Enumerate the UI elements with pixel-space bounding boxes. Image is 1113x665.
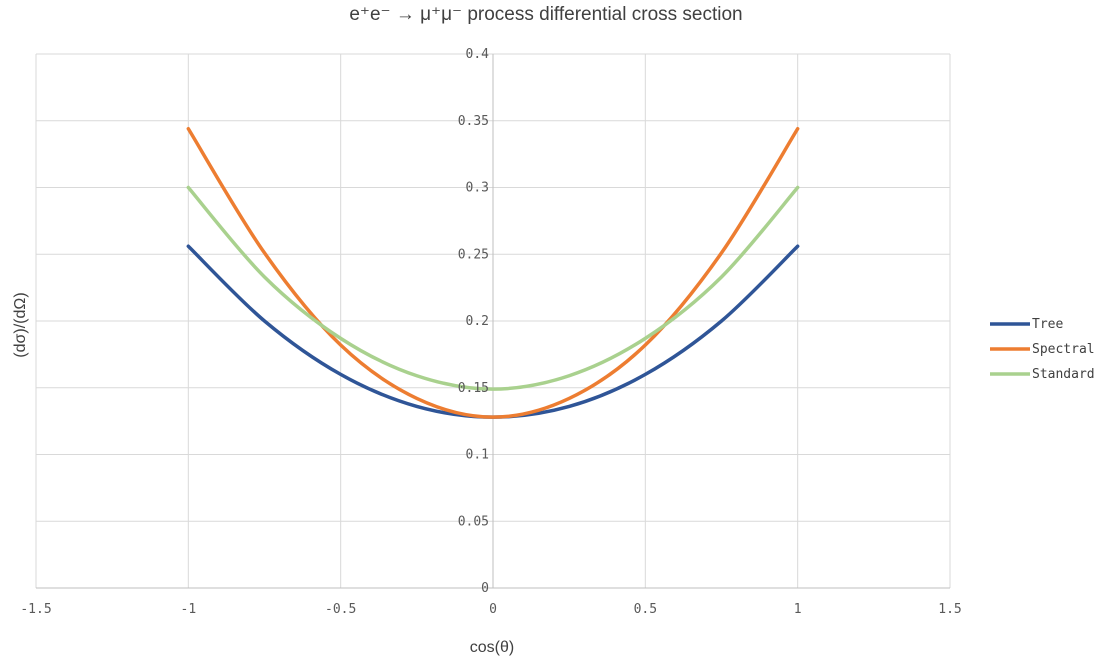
series-line-standard (186, 185, 800, 391)
x-tick-label: -1 (181, 602, 197, 617)
y-tick-label: 0.15 (458, 381, 489, 396)
y-axis-label: (dσ)/(dΩ) (12, 292, 29, 357)
y-tick-label: 0.05 (458, 514, 489, 529)
x-tick-label: 0.5 (634, 602, 657, 617)
legend-label-standard: Standard (1032, 367, 1095, 382)
x-tick-labels: -1.5 -1 -0.5 0 0.5 1 1.5 (20, 602, 961, 617)
series-lines (186, 127, 800, 419)
grid (35, 53, 951, 589)
y-tick-label: 0.25 (458, 247, 489, 262)
x-tick-label: 0 (489, 602, 497, 617)
y-tick-labels: 0 0.05 0.1 0.15 0.2 0.25 0.3 0.35 0.4 (458, 47, 489, 596)
legend: Tree Spectral Standard (990, 317, 1095, 382)
chart-title: e⁺e⁻ → μ⁺μ⁻ process differential cross s… (349, 4, 742, 25)
legend-label-tree: Tree (1032, 317, 1063, 332)
y-tick-label: 0.3 (466, 181, 489, 196)
y-tick-label: 0.2 (466, 314, 489, 329)
y-tick-label: 0.4 (466, 47, 490, 62)
x-tick-label: 1.5 (938, 602, 961, 617)
y-tick-label: 0.35 (458, 114, 489, 129)
series-line-spectral (186, 127, 800, 419)
legend-label-spectral: Spectral (1032, 342, 1095, 357)
y-tick-label: 0.1 (466, 448, 489, 463)
x-axis-label: cos(θ) (470, 639, 514, 656)
x-tick-label: -1.5 (20, 602, 51, 617)
x-tick-label: 1 (794, 602, 802, 617)
y-tick-label: 0 (481, 581, 489, 596)
x-tick-label: -0.5 (325, 602, 356, 617)
